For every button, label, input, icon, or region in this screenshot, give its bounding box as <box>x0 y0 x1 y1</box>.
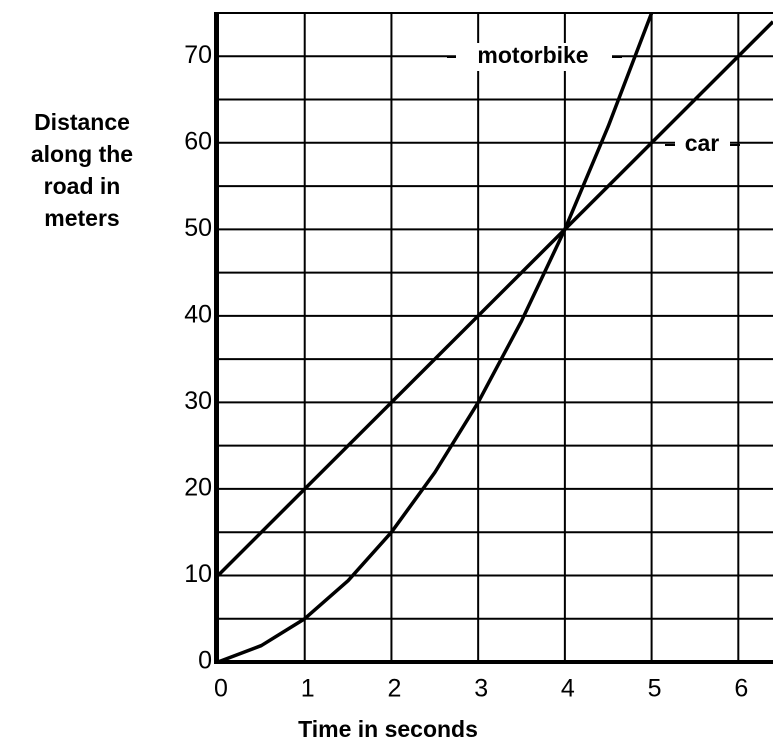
x-tick-label: 4 <box>561 675 575 703</box>
label-bg <box>675 131 730 159</box>
x-tick-label: 6 <box>734 675 748 703</box>
x-tick-label: 1 <box>301 675 315 703</box>
x-tick-label: 3 <box>474 675 488 703</box>
series-line <box>216 20 773 577</box>
x-axis-label: Time in seconds <box>298 716 478 742</box>
series-label: car <box>685 130 720 156</box>
y-tick-label: 0 <box>198 647 212 675</box>
y-tick-label: 70 <box>184 41 212 69</box>
y-axis-label-line: meters <box>44 205 119 231</box>
y-axis-label-line: Distance <box>34 109 130 135</box>
y-tick-label: 20 <box>184 474 212 502</box>
series-line <box>217 12 654 664</box>
y-tick-label: 30 <box>184 387 212 415</box>
x-tick-label: 2 <box>387 675 401 703</box>
y-axis-label-line: road in <box>44 173 121 199</box>
y-tick-label: 50 <box>184 214 212 242</box>
series-label: motorbike <box>477 42 588 68</box>
y-tick-label: 10 <box>184 560 212 588</box>
y-axis-label: Distance along the road in meters <box>31 109 133 231</box>
y-tick-label: 60 <box>184 127 212 155</box>
y-tick-label: 40 <box>184 300 212 328</box>
x-tick-label: 0 <box>214 675 228 703</box>
y-axis-label-line: along the <box>31 141 133 167</box>
x-tick-label: 5 <box>648 675 662 703</box>
label-bg <box>456 43 612 71</box>
